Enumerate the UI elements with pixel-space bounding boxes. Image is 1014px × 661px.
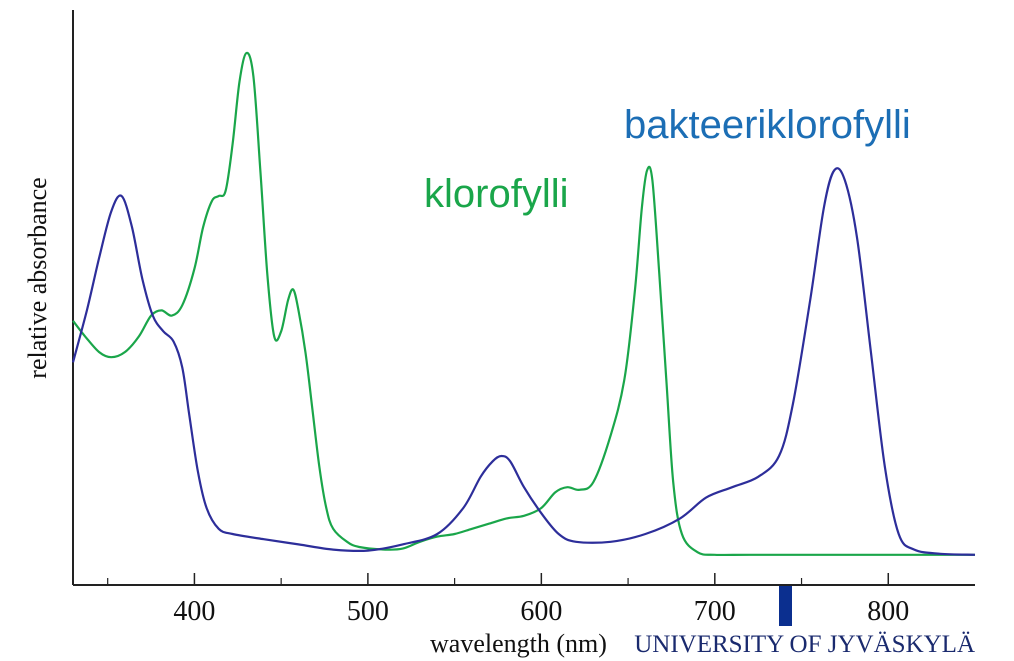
- series-line-klorofylli: [72, 51, 975, 557]
- x-axis-label: wavelength (nm): [430, 629, 607, 658]
- university-watermark: UNIVERSITY OF JYVÄSKYLÄ: [634, 586, 975, 658]
- x-ticks: [107, 573, 890, 585]
- series-lines: [71, 51, 976, 557]
- series-label-bakteeriklorofylli: bakteeriklorofylli: [624, 103, 911, 147]
- watermark-text: UNIVERSITY OF JYVÄSKYLÄ: [634, 631, 975, 658]
- x-tick-label: 400: [173, 596, 215, 627]
- series-label-klorofylli: klorofylli: [424, 172, 568, 216]
- axes: [72, 10, 975, 586]
- x-tick-label: 800: [867, 596, 909, 627]
- x-tick-label: 600: [520, 596, 562, 627]
- watermark-marker: [779, 586, 792, 626]
- y-axis-label: relative absorbance: [23, 177, 52, 378]
- series-line-bakteeriklorofylli: [71, 167, 976, 556]
- x-tick-labels: 400 500 600 700 800: [173, 596, 909, 627]
- x-tick-label: 700: [694, 596, 736, 627]
- x-tick-label: 500: [347, 596, 389, 627]
